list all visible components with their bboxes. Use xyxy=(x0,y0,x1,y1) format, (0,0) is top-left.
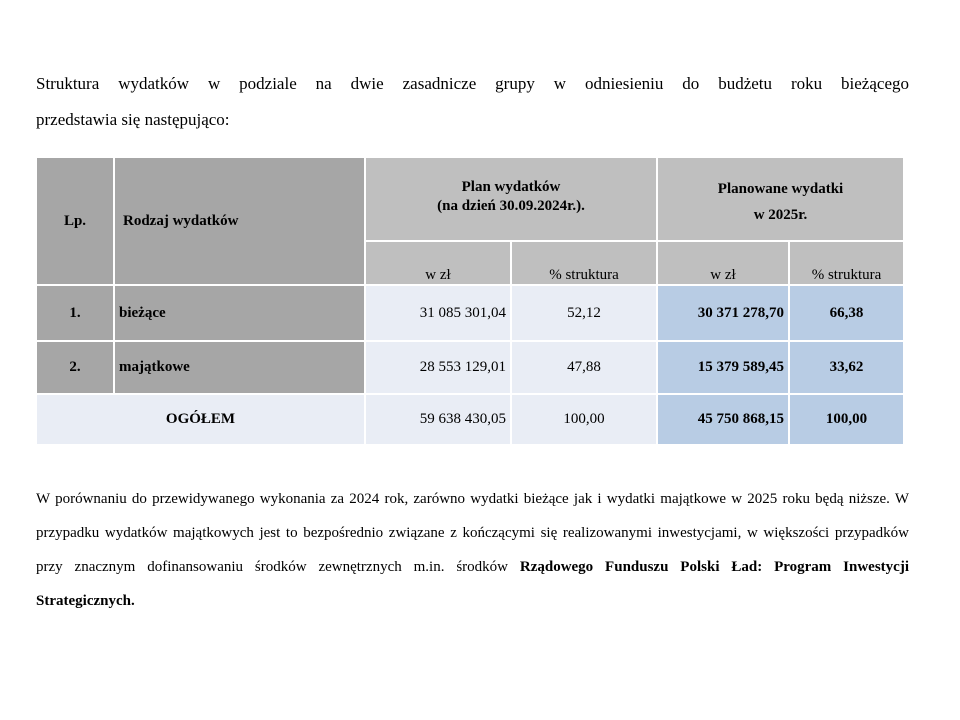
total-plan-pct: 100,00 xyxy=(510,393,658,446)
row-plan-zl: 31 085 301,04 xyxy=(364,284,512,342)
row-new-pct: 66,38 xyxy=(788,284,905,342)
expenses-table: Lp. Rodzaj wydatków Plan wydatków (na dz… xyxy=(35,156,905,446)
row-new-zl: 30 371 278,70 xyxy=(656,284,790,342)
total-new-pct: 100,00 xyxy=(788,393,905,446)
header-plan: Plan wydatków (na dzień 30.09.2024r.). xyxy=(364,156,658,242)
header-plan-line2: (na dzień 30.09.2024r.). xyxy=(437,198,585,214)
summary-text: W porównaniu do przewidywanego wykonania… xyxy=(36,491,909,575)
intro-paragraph: Struktura wydatków w podziale na dwie za… xyxy=(36,66,909,138)
row-new-zl: 15 379 589,45 xyxy=(656,340,790,395)
row-name: majątkowe xyxy=(113,340,366,395)
header-planowane: Planowane wydatki w 2025r. xyxy=(656,156,905,242)
row-plan-pct: 47,88 xyxy=(510,340,658,395)
subheader-plan-zl: w zł xyxy=(364,240,512,286)
table-row: 1. bieżące 31 085 301,04 52,12 30 371 27… xyxy=(35,284,905,342)
subheader-new-zl: w zł xyxy=(656,240,790,286)
row-new-pct: 33,62 xyxy=(788,340,905,395)
row-lp: 2. xyxy=(35,340,115,395)
intro-line-1: Struktura wydatków w podziale na dwie za… xyxy=(36,74,909,93)
header-rodzaj: Rodzaj wydatków xyxy=(113,156,366,286)
row-plan-zl: 28 553 129,01 xyxy=(364,340,512,395)
table-row: 2. majątkowe 28 553 129,01 47,88 15 379 … xyxy=(35,340,905,395)
intro-line-2: przedstawia się następująco: xyxy=(36,110,230,129)
row-name: bieżące xyxy=(113,284,366,342)
header-planowane-line1: Planowane wydatki xyxy=(717,181,844,197)
total-new-zl: 45 750 868,15 xyxy=(656,393,790,446)
header-plan-line1: Plan wydatków xyxy=(461,179,561,195)
row-lp: 1. xyxy=(35,284,115,342)
row-plan-pct: 52,12 xyxy=(510,284,658,342)
subheader-plan-struktura: % struktura xyxy=(510,240,658,286)
total-label: OGÓŁEM xyxy=(35,393,366,446)
header-planowane-line2: w 2025r. xyxy=(753,207,808,223)
summary-paragraph: W porównaniu do przewidywanego wykonania… xyxy=(36,482,909,618)
table-total-row: OGÓŁEM 59 638 430,05 100,00 45 750 868,1… xyxy=(35,393,905,446)
total-plan-zl: 59 638 430,05 xyxy=(364,393,512,446)
subheader-new-struktura: % struktura xyxy=(788,240,905,286)
summary-bold-text: Rządowego Funduszu Polski Ład: Program I… xyxy=(36,559,909,609)
header-lp: Lp. xyxy=(35,156,115,286)
